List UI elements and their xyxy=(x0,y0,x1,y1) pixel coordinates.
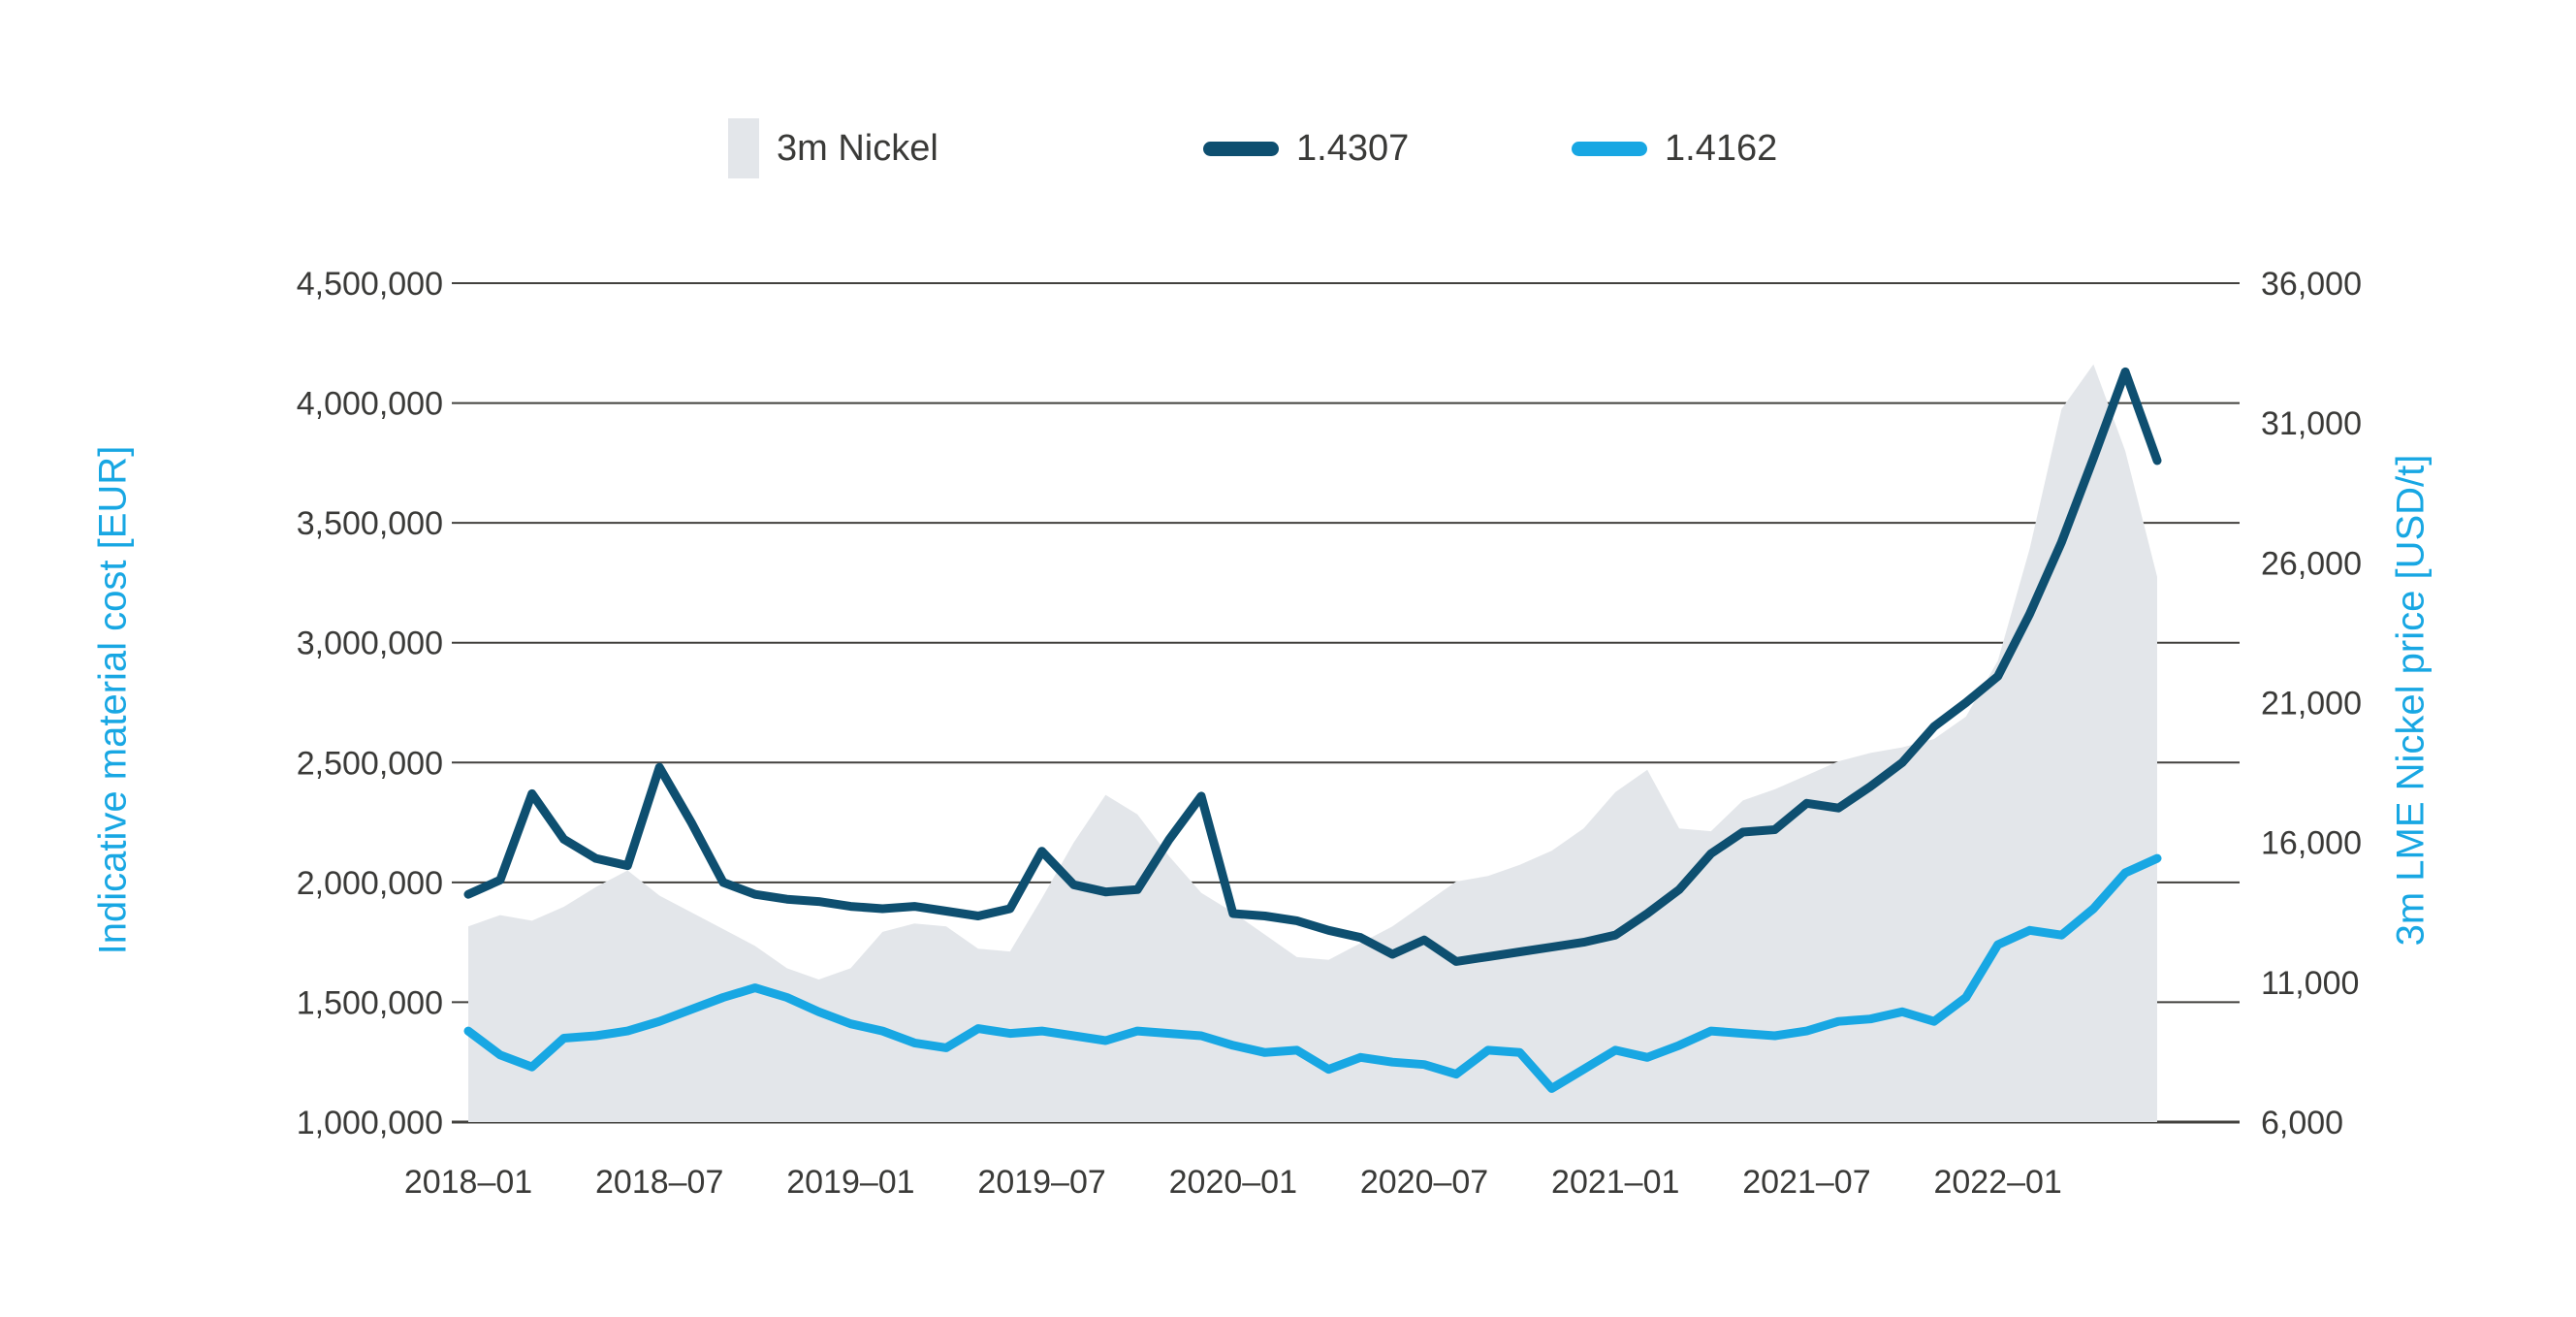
left-axis-tick-label: 2,500,000 xyxy=(297,745,443,782)
area-swatch-icon xyxy=(728,118,759,178)
left-axis-tick-label: 1,000,000 xyxy=(297,1105,443,1141)
legend-label: 3m Nickel xyxy=(777,128,938,169)
x-axis-tick-label: 2020–07 xyxy=(1360,1164,1488,1201)
legend-label: 1.4307 xyxy=(1296,128,1410,169)
left-axis-tick-label: 4,000,000 xyxy=(297,386,443,423)
left-axis-title: Indicative material cost [EUR] xyxy=(91,445,135,955)
x-axis-tick-label: 2019–01 xyxy=(786,1164,914,1201)
left-axis-tick-label: 1,500,000 xyxy=(297,984,443,1021)
x-axis-tick-label: 2018–01 xyxy=(404,1164,532,1201)
x-axis-tick-label: 2018–07 xyxy=(595,1164,723,1201)
line-1-4162 xyxy=(463,853,2162,1093)
right-axis-tick-label: 21,000 xyxy=(2261,686,2362,723)
light-line-swatch-icon xyxy=(1572,141,1647,156)
left-axis-tick-label: 2,000,000 xyxy=(297,865,443,902)
x-axis-tick-label: 2019–07 xyxy=(977,1164,1105,1201)
x-axis-tick-label: 2021–01 xyxy=(1551,1164,1679,1201)
x-axis-tick-label: 2021–07 xyxy=(1742,1164,1870,1201)
legend-item-3m-nickel: 3m Nickel xyxy=(728,116,938,180)
dark-line-swatch-icon xyxy=(1203,141,1279,156)
legend-item-1-4307: 1.4307 xyxy=(1203,116,1409,180)
legend-item-1-4162: 1.4162 xyxy=(1572,116,1777,180)
left-axis-tick-label: 4,500,000 xyxy=(297,266,443,303)
nickel-area xyxy=(468,364,2157,1123)
legend-label: 1.4162 xyxy=(1665,128,1778,169)
right-axis-tick-label: 31,000 xyxy=(2261,405,2362,442)
x-axis-tick-label: 2022–01 xyxy=(1933,1164,2061,1201)
left-axis-tick-label: 3,500,000 xyxy=(297,505,443,542)
right-axis-tick-label: 26,000 xyxy=(2261,545,2362,582)
left-axis-tick-label: 3,000,000 xyxy=(297,626,443,662)
x-axis-tick-label: 2020–01 xyxy=(1169,1164,1297,1201)
right-axis-title: 3m LME Nickel price [USD/t] xyxy=(2389,454,2433,947)
line-1-4307 xyxy=(463,367,2162,966)
right-axis-tick-label: 36,000 xyxy=(2261,266,2362,303)
right-axis-tick-label: 11,000 xyxy=(2261,965,2359,1002)
right-axis-tick-label: 16,000 xyxy=(2261,825,2362,862)
right-axis-tick-label: 6,000 xyxy=(2261,1105,2343,1141)
